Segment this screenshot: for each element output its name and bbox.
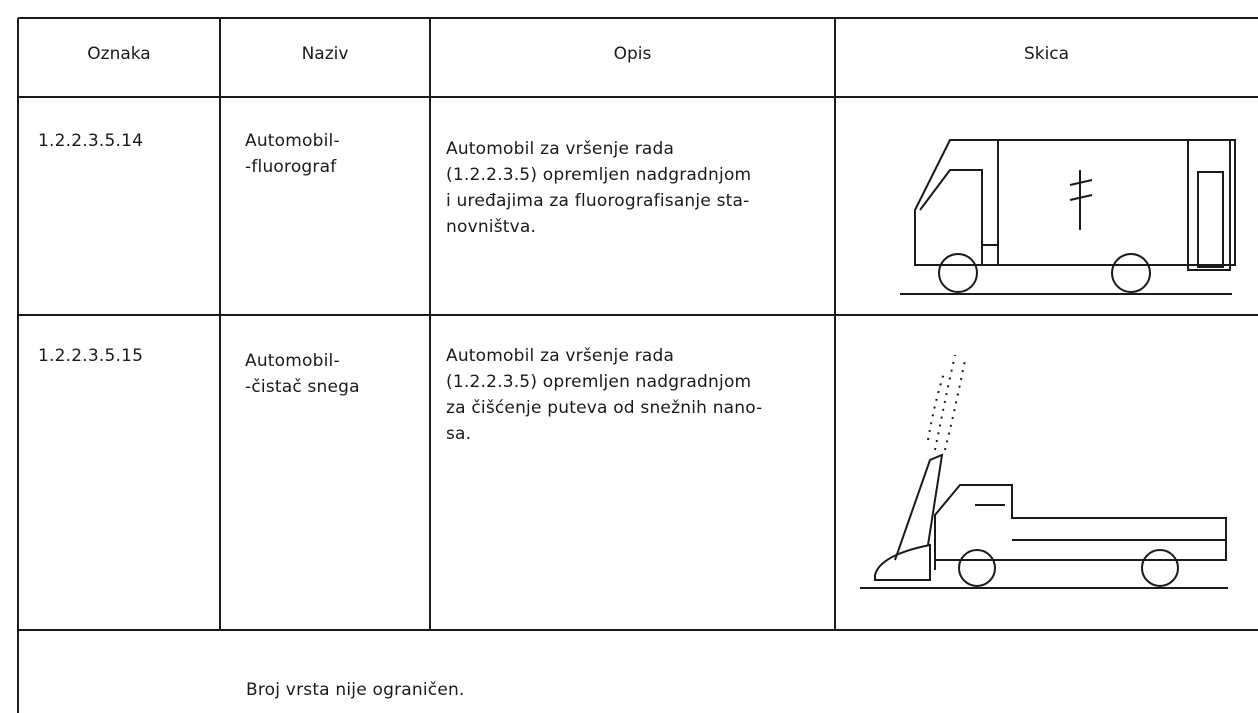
name: Automobil- -fluorograf [245,128,340,180]
text-line: -fluorograf [245,157,337,177]
text-line: Automobil- [245,351,340,371]
header-cell: Naziv [301,44,349,64]
text-line: sa. [446,424,472,444]
text-line: (1.2.2.3.5) opremljen nadgradnjom [446,372,752,392]
footer-note: Broj vrsta nije ograničen. [246,680,465,700]
description: Automobil za vršenje rada (1.2.2.3.5) opr… [446,136,751,240]
header-cell: Opis [613,44,652,64]
code: 1.2.2.3.5.14 [38,131,144,151]
text-line: i uređajima za fluorografisanje sta- [446,191,750,211]
code: 1.2.2.3.5.15 [38,346,144,366]
text-line: (1.2.2.3.5) opremljen nadgradnjom [446,165,752,185]
description: Automobil za vršenje rada (1.2.2.3.5) opr… [446,343,763,447]
snow-spray [927,354,966,451]
text-line: -čistač snega [245,377,360,397]
header-cell: Skica [1023,44,1070,64]
text-line: Automobil za vršenje rada [446,139,675,159]
text-line: za čišćenje puteva od snežnih nano- [446,398,763,418]
text-line: Automobil za vršenje rada [446,346,675,366]
text-line: novništva. [446,217,537,237]
sketch-fluorograph [900,139,1236,295]
sketch-snowplough [860,354,1228,589]
name: Automobil- -čistač snega [245,348,360,400]
text-line: Automobil- [245,131,340,151]
header-cell: Oznaka [87,44,151,64]
